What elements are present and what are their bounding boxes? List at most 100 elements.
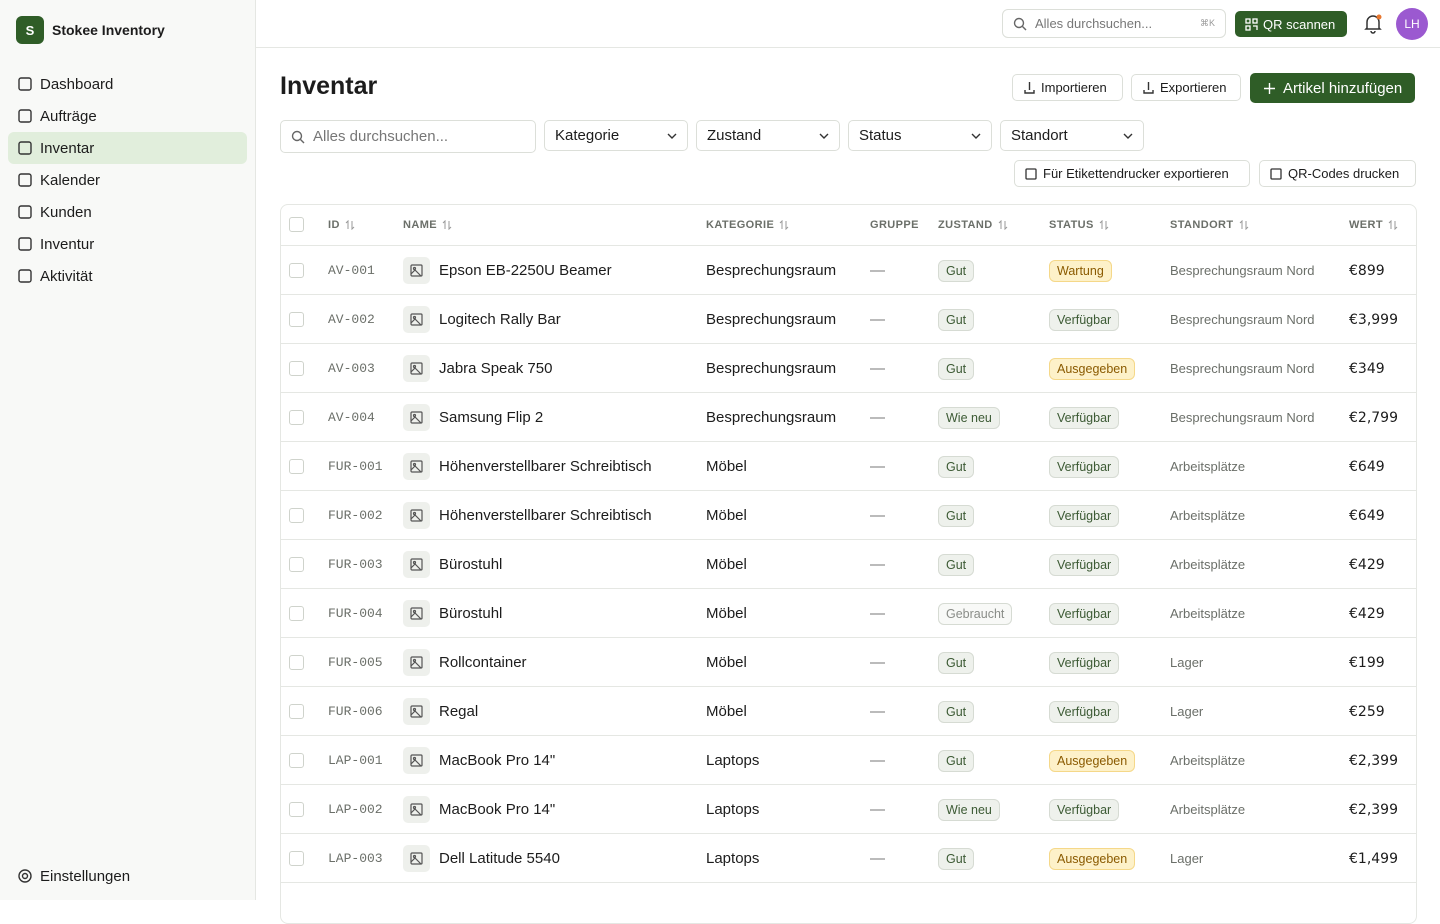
- cell: €1,499: [1349, 834, 1398, 883]
- column-label: KATEGORIE: [706, 219, 775, 231]
- table-row[interactable]: LAP-002 MacBook Pro 14" Laptops — Wie neu Ver…: [281, 784, 1416, 833]
- column-header[interactable]: WERT: [1349, 205, 1398, 245]
- nav-item[interactable]: Aufträge: [8, 100, 247, 132]
- item-name: Epson EB-2250U Beamer: [439, 262, 612, 279]
- nav-item[interactable]: Dashboard: [8, 68, 247, 100]
- row-checkbox[interactable]: [289, 312, 304, 327]
- nav-item[interactable]: Kalender: [8, 164, 247, 196]
- cell: Wartung: [1049, 246, 1112, 295]
- group: —: [870, 360, 885, 377]
- cell: FUR-002: [328, 491, 383, 540]
- item-id: AV-004: [328, 410, 375, 425]
- action-button[interactable]: Importieren: [1012, 74, 1123, 101]
- select-all[interactable]: [289, 217, 304, 232]
- category: Möbel: [706, 556, 747, 573]
- condition-badge: Gut: [938, 357, 975, 380]
- notifications[interactable]: [1364, 14, 1382, 34]
- group: —: [870, 654, 885, 671]
- item-id: AV-002: [328, 312, 375, 327]
- action-button[interactable]: Exportieren: [1131, 74, 1241, 101]
- row-checkbox[interactable]: [289, 557, 304, 572]
- qr-button[interactable]: QR scannen: [1235, 11, 1347, 37]
- condition-badge: Wie neu: [938, 406, 1000, 429]
- cell: Besprechungsraum Nord: [1170, 344, 1315, 393]
- nav-item[interactable]: Aktivität: [8, 260, 247, 292]
- shortcut: ⌘K: [1199, 18, 1215, 28]
- item-name: MacBook Pro 14": [439, 801, 556, 818]
- condition-badge: Gut: [938, 700, 975, 723]
- item-id: LAP-001: [328, 753, 383, 768]
- cell: AV-003: [328, 344, 375, 393]
- status-badge: Verfügbar: [1049, 602, 1120, 625]
- location: Besprechungsraum Nord: [1170, 312, 1315, 327]
- cell: —: [870, 834, 885, 883]
- filter-select[interactable]: Standort: [1000, 120, 1144, 151]
- item-id: LAP-003: [328, 851, 383, 866]
- thumbnail: [403, 600, 430, 627]
- row-checkbox[interactable]: [289, 410, 304, 425]
- avatar[interactable]: LH: [1396, 8, 1428, 40]
- column-header[interactable]: STANDORT: [1170, 205, 1249, 245]
- item-id: FUR-006: [328, 704, 383, 719]
- row-checkbox[interactable]: [289, 802, 304, 817]
- row-checkbox[interactable]: [289, 753, 304, 768]
- global-search[interactable]: Alles durchsuchen... ⌘K: [1002, 9, 1226, 38]
- thumbnail: [403, 453, 430, 480]
- name-cell: Höhenverstellbarer Schreibtisch: [403, 491, 652, 540]
- column-header[interactable]: STATUS: [1049, 205, 1109, 245]
- table-row[interactable]: AV-003 Jabra Speak 750 Besprechungsraum — Gu…: [281, 343, 1416, 393]
- table-search[interactable]: Alles durchsuchen...: [280, 120, 536, 153]
- table-row[interactable]: AV-002 Logitech Rally Bar Besprechungsraum…: [281, 294, 1416, 344]
- category: Möbel: [706, 654, 747, 671]
- column-header[interactable]: KATEGORIE: [706, 205, 789, 245]
- table-row[interactable]: FUR-003 Bürostuhl Möbel — Gut Verfügbar Arbeit…: [281, 539, 1416, 588]
- cell: —: [870, 589, 885, 638]
- nav-label: Kunden: [40, 203, 92, 221]
- secondary-button[interactable]: Für Etikettendrucker exportieren: [1014, 160, 1250, 187]
- column-header[interactable]: ID: [328, 205, 355, 245]
- nav-item[interactable]: Kunden: [8, 196, 247, 228]
- table-row[interactable]: FUR-004 Bürostuhl Möbel — Gebraucht Verfügbar…: [281, 588, 1416, 638]
- status-badge: Verfügbar: [1049, 455, 1120, 478]
- nav-item[interactable]: Inventar: [8, 132, 247, 164]
- row-checkbox[interactable]: [289, 459, 304, 474]
- table-row[interactable]: FUR-002 Höhenverstellbarer Schreibtisch Mö…: [281, 490, 1416, 540]
- table-row[interactable]: FUR-006 Regal Möbel — Gut Verfügbar Lager €259: [281, 686, 1416, 736]
- table-row[interactable]: LAP-003 Dell Latitude 5540 Laptops — Gut Ausg…: [281, 833, 1416, 883]
- filter-select[interactable]: Zustand: [696, 120, 840, 151]
- item-name: Regal: [439, 703, 479, 720]
- cell: FUR-001: [328, 442, 383, 491]
- table-row[interactable]: FUR-001 Höhenverstellbarer Schreibtisch Mö…: [281, 441, 1416, 491]
- cell: FUR-006: [328, 687, 383, 736]
- row-checkbox[interactable]: [289, 606, 304, 621]
- cell: Lager: [1170, 638, 1203, 687]
- location: Besprechungsraum Nord: [1170, 410, 1315, 425]
- row-checkbox[interactable]: [289, 263, 304, 278]
- group: —: [870, 605, 885, 622]
- action-button[interactable]: Artikel hinzufügen: [1250, 73, 1415, 103]
- cell: —: [870, 295, 885, 344]
- condition-badge: Gut: [938, 749, 975, 772]
- table-row[interactable]: FUR-005 Rollcontainer Möbel — Gut Verfügbar La…: [281, 637, 1416, 687]
- search-placeholder: Alles durchsuchen...: [1035, 16, 1153, 31]
- column-label: STANDORT: [1170, 219, 1234, 231]
- table-row[interactable]: LAP-001 MacBook Pro 14" Laptops — Gut Ausgege…: [281, 735, 1416, 784]
- nav-item[interactable]: Inventur: [8, 228, 247, 260]
- table-row[interactable]: AV-004 Samsung Flip 2 Besprechungsraum — Wie…: [281, 392, 1416, 441]
- table-row[interactable]: AV-001 Epson EB-2250U Beamer Besprechungsr…: [281, 245, 1416, 295]
- row-checkbox[interactable]: [289, 655, 304, 670]
- column-header[interactable]: NAME: [403, 205, 452, 245]
- category: Besprechungsraum: [706, 311, 837, 328]
- filter-select[interactable]: Status: [848, 120, 992, 151]
- row-checkbox[interactable]: [289, 508, 304, 523]
- row-checkbox[interactable]: [289, 851, 304, 866]
- thumbnail: [403, 747, 430, 774]
- action-label: Artikel hinzufügen: [1283, 79, 1403, 97]
- filter-select[interactable]: Kategorie: [544, 120, 688, 151]
- column-header[interactable]: ZUSTAND: [938, 205, 1008, 245]
- row-checkbox[interactable]: [289, 704, 304, 719]
- cell: —: [870, 638, 885, 687]
- row-checkbox[interactable]: [289, 361, 304, 376]
- secondary-button[interactable]: QR-Codes drucken: [1259, 160, 1416, 187]
- settings-link[interactable]: Einstellungen: [8, 860, 247, 892]
